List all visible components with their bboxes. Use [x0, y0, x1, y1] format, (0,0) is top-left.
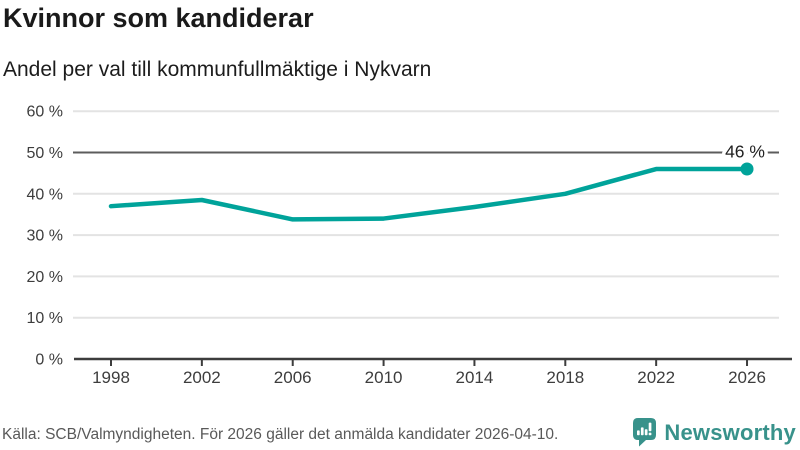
y-axis-tick-label: 40 % — [27, 186, 63, 203]
y-axis-tick-label: 0 % — [35, 352, 63, 369]
x-axis-tick-label: 2006 — [274, 368, 312, 387]
x-axis-tick-label: 2022 — [637, 368, 675, 387]
newsworthy-bubble-chart-icon — [633, 418, 657, 447]
last-point-marker — [740, 162, 754, 176]
y-axis-tick-label: 20 % — [27, 269, 63, 286]
end-value-label: 46 % — [725, 142, 765, 162]
brand-wordmark: Newsworthy — [664, 419, 796, 445]
x-axis-tick-label: 2014 — [456, 368, 494, 387]
x-axis-tick-label: 2018 — [546, 368, 584, 387]
y-axis-tick-label: 10 % — [27, 310, 63, 327]
x-axis-tick-label: 2002 — [183, 368, 221, 387]
x-axis-tick-label: 2010 — [365, 368, 403, 387]
data-line — [108, 166, 750, 222]
page-subtitle: Andel per val till kommunfullmäktige i N… — [3, 58, 432, 81]
y-axis-tick-label: 50 % — [27, 145, 63, 162]
newsworthy-logo: Newsworthy — [633, 418, 796, 447]
source-note: Källa: SCB/Valmyndigheten. För 2026 gäll… — [2, 426, 559, 443]
page-title: Kvinnor som kandiderar — [3, 3, 314, 33]
y-axis-tick-label: 30 % — [27, 228, 63, 245]
y-axis-tick-label: 60 % — [27, 104, 63, 121]
footer: Källa: SCB/Valmyndigheten. För 2026 gäll… — [0, 410, 800, 450]
x-axis-tick-label: 2026 — [728, 368, 766, 387]
x-axis-tick-label: 1998 — [92, 368, 130, 387]
